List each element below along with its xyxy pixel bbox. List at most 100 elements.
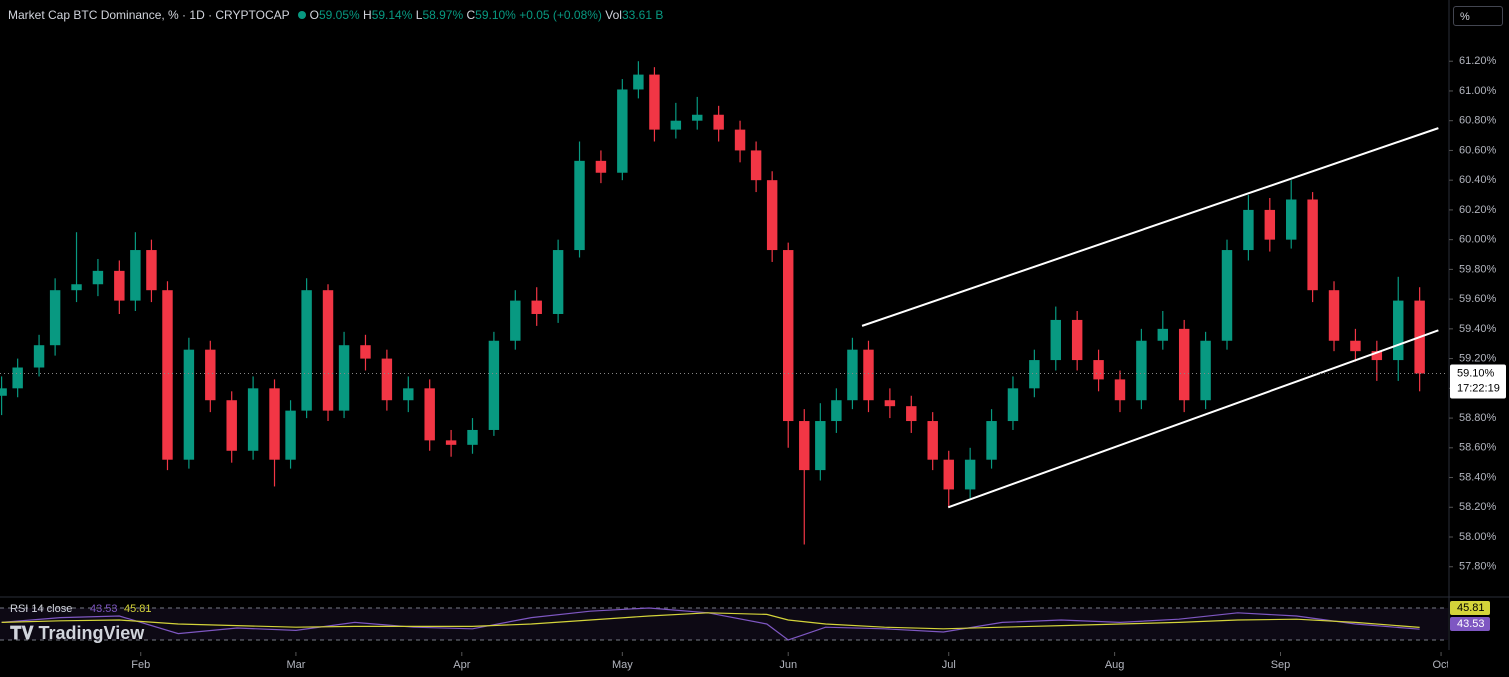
candle-body	[1178, 328, 1190, 401]
candle-body	[782, 250, 794, 422]
candle-body	[445, 440, 457, 445]
last-price-label: 59.10%	[1457, 367, 1495, 379]
y-tick-label: 58.60%	[1459, 442, 1497, 454]
vol-label: Vol	[605, 8, 622, 22]
candle-body	[1029, 360, 1040, 389]
candle-body	[552, 250, 564, 314]
trendline	[947, 329, 1439, 509]
x-axis: Feb Mar Apr May Jun Jul Aug Sep Oct	[131, 652, 1449, 671]
candle-body	[403, 388, 414, 401]
candle-body	[1114, 379, 1126, 401]
candle-body	[1350, 340, 1361, 352]
candle-body	[1136, 340, 1147, 401]
candle-body	[360, 345, 371, 359]
candle-body	[1071, 319, 1083, 361]
candle-body	[617, 89, 628, 173]
x-tick-label: Jun	[779, 659, 797, 671]
rsi-title: RSI 14 close	[10, 603, 72, 615]
y-tick-label: 59.80%	[1459, 263, 1497, 275]
candle-body	[33, 345, 45, 368]
o-label: O	[309, 8, 319, 22]
candle-body	[863, 349, 874, 401]
candle-body	[1264, 209, 1276, 240]
candle-body	[322, 290, 334, 411]
candle-body	[1200, 340, 1211, 401]
candle-body	[986, 421, 997, 460]
rsi-axis-value: 45.81	[1457, 602, 1485, 614]
candle-body	[12, 367, 23, 389]
rsi-header-value: 43.53	[90, 603, 118, 615]
l-label: L	[415, 8, 423, 22]
header: Market Cap BTC Dominance, % · 1D · CRYPT…	[8, 8, 663, 22]
candle-body	[1007, 388, 1019, 422]
candle-body	[1307, 199, 1318, 291]
candle-body	[183, 349, 195, 460]
candle-body	[510, 300, 521, 341]
h-label: H	[363, 8, 372, 22]
x-tick-label: Aug	[1105, 659, 1125, 671]
scale-button[interactable]: %	[1453, 6, 1503, 26]
candle-body	[130, 250, 141, 301]
y-tick-label: 60.00%	[1459, 234, 1497, 246]
candle-body	[847, 349, 858, 401]
status-dot	[297, 11, 306, 19]
candle-body	[649, 74, 660, 130]
candle-body	[1328, 290, 1340, 341]
watermark-logo: 𝐓𝐕	[10, 623, 39, 643]
candle-body	[943, 459, 954, 490]
y-tick-label: 60.60%	[1459, 144, 1497, 156]
candle-body	[205, 349, 216, 401]
x-tick-label: May	[612, 659, 633, 671]
title: Market Cap BTC Dominance, % · 1D · CRYPT…	[8, 8, 290, 22]
candle-body	[338, 345, 350, 411]
high-value: 59.14%	[371, 8, 413, 22]
watermark: 𝐓𝐕 TradingView	[10, 623, 144, 644]
candle-body	[595, 160, 607, 173]
candle-body	[146, 250, 157, 291]
candle-body	[831, 400, 842, 422]
candle-body	[467, 429, 478, 445]
candle-body	[1050, 319, 1061, 361]
rsi-value-box	[1450, 617, 1490, 631]
rsi-header-value: 45.81	[124, 603, 152, 615]
x-tick-label: Oct	[1432, 659, 1449, 671]
candle-body	[1221, 250, 1233, 341]
candle-body	[713, 114, 724, 130]
candle-body	[633, 74, 644, 90]
c-label: C	[466, 8, 476, 22]
x-tick-label: Apr	[453, 659, 470, 671]
y-tick-label: 58.20%	[1459, 501, 1497, 513]
price-label-box	[1450, 364, 1506, 399]
y-tick-label: 58.40%	[1459, 471, 1497, 483]
x-tick-label: Sep	[1271, 659, 1291, 671]
y-tick-label: 60.40%	[1459, 174, 1497, 186]
candle-body	[927, 421, 938, 460]
open-value: 59.05%	[318, 8, 360, 22]
y-tick-label: 60.80%	[1459, 115, 1497, 127]
candle-body	[114, 270, 125, 301]
x-tick-label: Mar	[286, 659, 305, 671]
x-tick-label: Jul	[942, 659, 956, 671]
y-tick-label: 59.20%	[1459, 352, 1497, 364]
rsi-line	[1, 607, 1420, 641]
candle-body	[0, 388, 7, 396]
candle-body	[692, 114, 703, 121]
candle-body	[49, 290, 61, 346]
candle-body	[1393, 300, 1404, 361]
candle-body	[531, 300, 542, 314]
close-value: 59.10%	[475, 8, 516, 22]
candle-body	[734, 129, 746, 151]
candle-body	[574, 160, 585, 251]
candle-body	[1371, 351, 1383, 361]
countdown-label: 17:22:19	[1457, 382, 1500, 394]
candle-body	[670, 120, 682, 130]
y-tick-label: 58.80%	[1459, 412, 1497, 424]
candle-body	[424, 388, 435, 441]
change-value: +0.05 (+0.08%)	[519, 8, 602, 22]
candle-body	[285, 410, 296, 460]
candle-body	[269, 388, 280, 460]
trendline	[861, 127, 1439, 327]
volume-value: 33.61 B	[621, 8, 664, 22]
